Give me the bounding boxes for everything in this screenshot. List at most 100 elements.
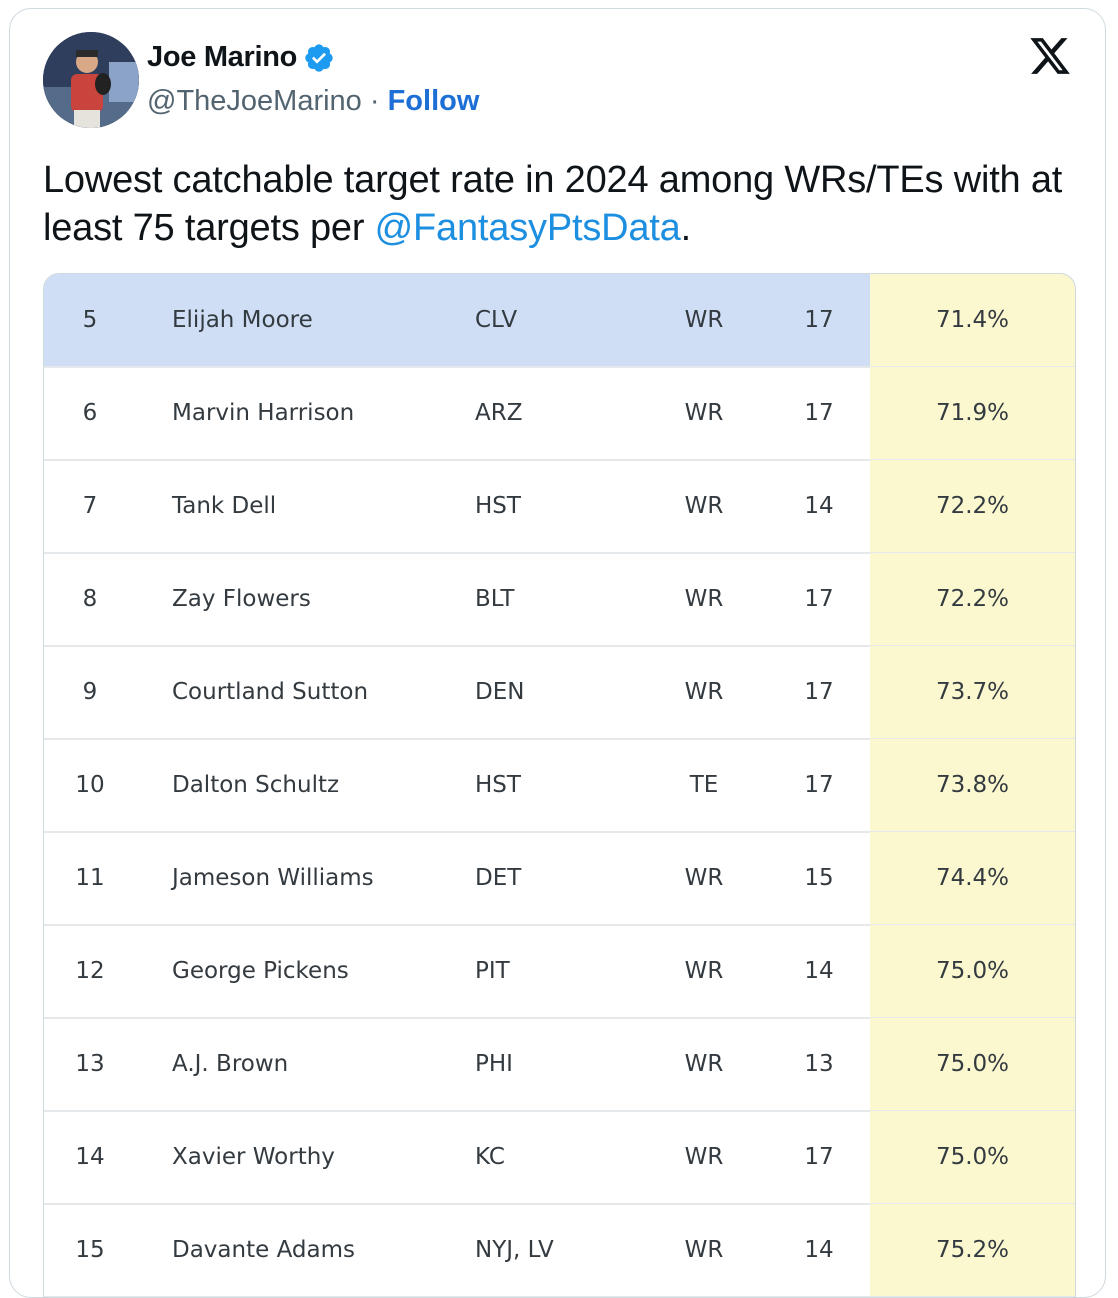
catchable-rate-cell: 74.4% [935, 865, 1010, 891]
table-row: 7 Tank Dell HST WR 14 72.2% [44, 460, 1075, 554]
team-cell: KC [475, 1144, 505, 1170]
team-cell: DEN [475, 679, 525, 705]
team-cell: ARZ [475, 400, 523, 426]
rate-column-highlight [870, 739, 1075, 831]
position-cell: WR [684, 865, 724, 891]
games-cell: 17 [804, 679, 834, 705]
position-cell: WR [684, 679, 724, 705]
games-cell: 17 [804, 772, 834, 798]
rate-column-highlight [870, 1018, 1075, 1110]
catchable-rate-cell: 73.7% [935, 679, 1010, 705]
games-cell: 17 [804, 400, 834, 426]
team-cell: DET [475, 865, 522, 891]
games-cell: 14 [804, 1237, 834, 1263]
x-logo-icon[interactable] [1027, 34, 1073, 78]
rank-cell: 14 [75, 1144, 105, 1170]
rank-cell: 6 [82, 400, 98, 426]
tweet-card[interactable]: Joe Marino @TheJoeMarino · Follow Lowest… [9, 8, 1106, 1298]
games-cell: 14 [804, 958, 834, 984]
author-name-row: Joe Marino [147, 41, 335, 74]
table-row: 5 Elijah Moore CLV WR 17 71.4% [44, 274, 1075, 368]
position-cell: WR [684, 307, 724, 333]
tweet-text: Lowest catchable target rate in 2024 amo… [43, 156, 1093, 252]
separator-dot: · [369, 85, 388, 117]
position-cell: WR [684, 958, 724, 984]
player-name-cell: Marvin Harrison [172, 400, 355, 426]
position-cell: WR [684, 1051, 724, 1077]
catchable-rate-cell: 73.8% [935, 772, 1010, 798]
rate-column-highlight [870, 925, 1075, 1017]
position-cell: WR [684, 586, 724, 612]
games-cell: 15 [804, 865, 834, 891]
position-cell: WR [684, 1144, 724, 1170]
player-name-cell: Elijah Moore [172, 307, 313, 333]
games-cell: 14 [804, 493, 834, 519]
author-handle-row: @TheJoeMarino · Follow [147, 85, 479, 118]
position-cell: WR [684, 1237, 724, 1263]
table-row: 9 Courtland Sutton DEN WR 17 73.7% [44, 646, 1075, 740]
catchable-rate-cell: 75.0% [935, 1144, 1010, 1170]
team-cell: NYJ, LV [475, 1237, 554, 1263]
team-cell: BLT [475, 586, 515, 612]
tweet-text-end: . [680, 207, 692, 249]
follow-button[interactable]: Follow [387, 85, 480, 117]
stats-table-image[interactable]: 5 Elijah Moore CLV WR 17 71.4% 6 Marvin Harriso… [43, 273, 1076, 1297]
tweet-text-body: Lowest catchable target rate in 2024 amo… [43, 159, 1063, 249]
table-row: 8 Zay Flowers BLT WR 17 72.2% [44, 553, 1075, 647]
player-name-cell: Xavier Worthy [172, 1144, 335, 1170]
catchable-rate-cell: 71.9% [935, 400, 1010, 426]
rank-cell: 10 [75, 772, 105, 798]
rate-column-highlight [870, 832, 1075, 924]
games-cell: 17 [804, 586, 834, 612]
position-cell: WR [684, 493, 724, 519]
avatar-image [43, 32, 139, 128]
rate-column-highlight [870, 1111, 1075, 1203]
games-cell: 17 [804, 307, 834, 333]
team-cell: PIT [475, 958, 510, 984]
rate-column-highlight [870, 367, 1075, 459]
author-handle[interactable]: @TheJoeMarino [147, 85, 362, 117]
player-name-cell: Courtland Sutton [172, 679, 369, 705]
mention-link[interactable]: @FantasyPtsData [374, 207, 681, 249]
table-row: 11 Jameson Williams DET WR 15 74.4% [44, 832, 1075, 926]
rank-cell: 11 [75, 865, 105, 891]
table-row: 15 Davante Adams NYJ, LV WR 14 75.2% [44, 1204, 1075, 1297]
table-row: 14 Xavier Worthy KC WR 17 75.0% [44, 1111, 1075, 1205]
rank-cell: 13 [75, 1051, 105, 1077]
author-name[interactable]: Joe Marino [147, 41, 298, 73]
table-row: 13 A.J. Brown PHI WR 13 75.0% [44, 1018, 1075, 1112]
catchable-rate-cell: 75.2% [935, 1237, 1010, 1263]
catchable-rate-cell: 72.2% [935, 586, 1010, 612]
verified-badge-icon [305, 43, 333, 72]
rate-column-highlight [870, 274, 1075, 366]
position-cell: WR [684, 400, 724, 426]
rank-cell: 15 [75, 1237, 105, 1263]
rank-cell: 12 [75, 958, 105, 984]
player-name-cell: Davante Adams [172, 1237, 355, 1263]
table-row: 6 Marvin Harrison ARZ WR 17 71.9% [44, 367, 1075, 461]
player-name-cell: Tank Dell [172, 493, 277, 519]
rate-column-highlight [870, 646, 1075, 738]
table-row: 10 Dalton Schultz HST TE 17 73.8% [44, 739, 1075, 833]
avatar[interactable] [43, 32, 139, 128]
rate-column-highlight [870, 460, 1075, 552]
rank-cell: 5 [82, 307, 98, 333]
rate-column-highlight [870, 1204, 1075, 1296]
position-cell: TE [689, 772, 719, 798]
rank-cell: 8 [82, 586, 98, 612]
rate-column-highlight [870, 553, 1075, 645]
games-cell: 13 [804, 1051, 834, 1077]
table-row: 12 George Pickens PIT WR 14 75.0% [44, 925, 1075, 1019]
player-name-cell: A.J. Brown [172, 1051, 289, 1077]
team-cell: CLV [475, 307, 518, 333]
player-name-cell: George Pickens [172, 958, 349, 984]
team-cell: HST [475, 772, 521, 798]
team-cell: HST [475, 493, 521, 519]
rank-cell: 9 [82, 679, 98, 705]
catchable-rate-cell: 75.0% [935, 1051, 1010, 1077]
rank-cell: 7 [82, 493, 98, 519]
player-name-cell: Jameson Williams [172, 865, 374, 891]
catchable-rate-cell: 75.0% [935, 958, 1010, 984]
team-cell: PHI [475, 1051, 513, 1077]
catchable-rate-cell: 71.4% [935, 307, 1010, 333]
